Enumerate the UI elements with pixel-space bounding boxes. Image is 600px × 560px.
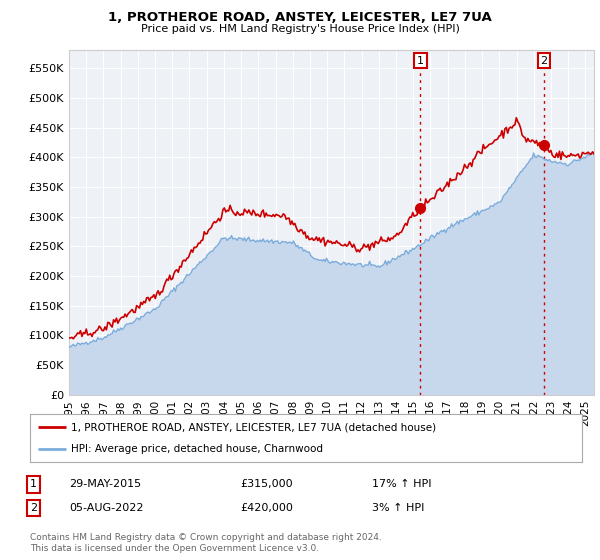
Text: 1: 1 [30,479,37,489]
Text: 29-MAY-2015: 29-MAY-2015 [69,479,141,489]
Text: 05-AUG-2022: 05-AUG-2022 [69,503,143,513]
Text: 3% ↑ HPI: 3% ↑ HPI [372,503,424,513]
Text: 1, PROTHEROE ROAD, ANSTEY, LEICESTER, LE7 7UA: 1, PROTHEROE ROAD, ANSTEY, LEICESTER, LE… [108,11,492,24]
Text: 2: 2 [541,55,547,66]
Text: £315,000: £315,000 [240,479,293,489]
Text: 1: 1 [417,55,424,66]
Text: 1, PROTHEROE ROAD, ANSTEY, LEICESTER, LE7 7UA (detached house): 1, PROTHEROE ROAD, ANSTEY, LEICESTER, LE… [71,422,437,432]
Text: 17% ↑ HPI: 17% ↑ HPI [372,479,431,489]
Text: Contains HM Land Registry data © Crown copyright and database right 2024.
This d: Contains HM Land Registry data © Crown c… [30,533,382,553]
Text: Price paid vs. HM Land Registry's House Price Index (HPI): Price paid vs. HM Land Registry's House … [140,24,460,34]
Text: £420,000: £420,000 [240,503,293,513]
Text: HPI: Average price, detached house, Charnwood: HPI: Average price, detached house, Char… [71,444,323,454]
Text: 2: 2 [30,503,37,513]
